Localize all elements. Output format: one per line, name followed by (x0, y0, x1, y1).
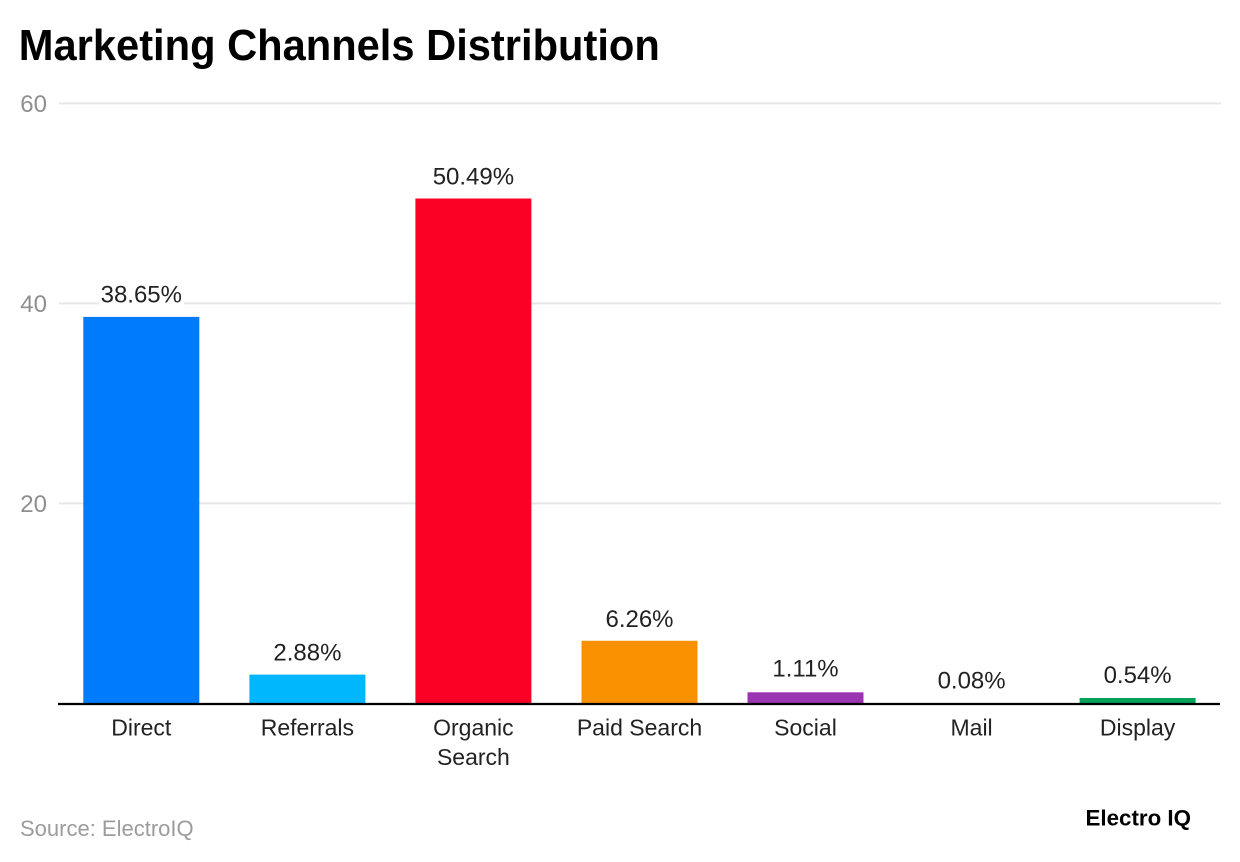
svg-text:20: 20 (20, 491, 47, 518)
svg-text:50.49%: 50.49% (433, 164, 514, 191)
svg-text:1.11%: 1.11% (772, 655, 838, 682)
svg-text:2.88%: 2.88% (273, 640, 341, 667)
svg-text:Direct: Direct (111, 715, 172, 741)
svg-text:Electro IQ: Electro IQ (1086, 806, 1192, 831)
svg-text:Social: Social (774, 715, 837, 741)
svg-text:6.26%: 6.26% (605, 606, 673, 633)
svg-text:0.54%: 0.54% (1104, 662, 1172, 689)
svg-text:Search: Search (437, 744, 510, 770)
svg-text:60: 60 (20, 91, 47, 118)
svg-text:0.08%: 0.08% (938, 668, 1006, 695)
svg-text:Organic: Organic (433, 715, 514, 741)
svg-text:Referrals: Referrals (261, 715, 354, 741)
svg-text:40: 40 (20, 291, 47, 318)
svg-text:Paid Search: Paid Search (577, 715, 702, 741)
svg-text:38.65%: 38.65% (101, 282, 182, 309)
svg-text:Marketing Channels Distributio: Marketing Channels Distribution (19, 22, 660, 70)
svg-text:Display: Display (1100, 715, 1176, 741)
svg-text:Mail: Mail (951, 715, 993, 741)
svg-text:Source: ElectroIQ: Source: ElectroIQ (20, 816, 194, 841)
